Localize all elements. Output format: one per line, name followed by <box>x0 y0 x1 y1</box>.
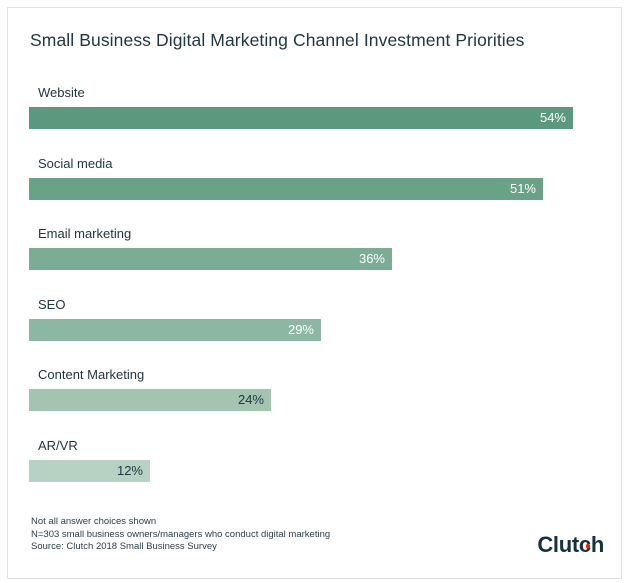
bar: 54% <box>29 107 573 129</box>
value-label: 12% <box>116 463 143 478</box>
logo-letter-c: c <box>578 532 591 557</box>
category-label: Content Marketing <box>38 367 145 382</box>
category-label: SEO <box>38 297 66 312</box>
chart-title: Small Business Digital Marketing Channel… <box>30 30 525 50</box>
logo-text: h <box>590 532 604 557</box>
category-label: AR/VR <box>38 438 78 453</box>
category-label: Social media <box>38 156 113 171</box>
chart-row: Website 54% <box>29 85 611 129</box>
value-label: 24% <box>237 392 264 407</box>
footnote-line: Not all answer choices shown <box>31 516 157 527</box>
value-label: 36% <box>358 251 385 266</box>
category-label: Email marketing <box>38 226 132 241</box>
chart-row: AR/VR 12% <box>29 438 611 482</box>
chart-card: Small Business Digital Marketing Channel… <box>7 7 622 579</box>
footnote-line: N=303 small business owners/managers who… <box>31 528 331 540</box>
chart-row: SEO 29% <box>29 297 611 341</box>
logo-text: Clut <box>537 532 579 557</box>
category-label: Website <box>38 85 85 100</box>
value-label: 54% <box>539 110 566 125</box>
bar: 24% <box>29 389 271 411</box>
bar: 12% <box>29 460 150 482</box>
logo-red-dot-icon <box>585 544 591 549</box>
bar-chart: Website 54% Social media 51% Email marke… <box>8 8 621 578</box>
value-label: 29% <box>287 322 314 337</box>
footnote-line: Source: Clutch 2018 Small Business Surve… <box>31 541 217 552</box>
clutch-logo: Clutc h <box>537 532 604 558</box>
bar: 51% <box>29 178 543 200</box>
value-label: 51% <box>509 181 536 196</box>
chart-row: Content Marketing 24% <box>29 367 611 411</box>
chart-row: Email marketing 36% <box>29 226 611 270</box>
footnotes: Not all answer choices shown N=303 small… <box>31 516 330 554</box>
chart-row: Social media 51% <box>29 156 611 200</box>
bar: 36% <box>29 248 392 270</box>
bar: 29% <box>29 319 321 341</box>
